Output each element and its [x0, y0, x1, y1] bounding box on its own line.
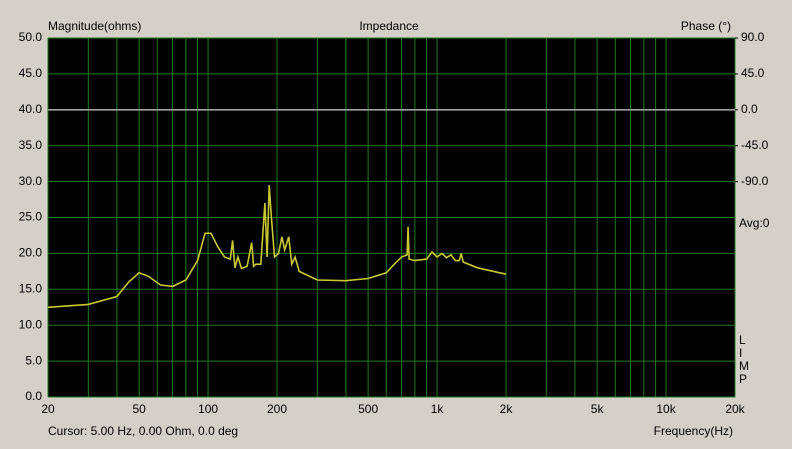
x-tick-label: 20 — [41, 402, 55, 416]
side-letter: P — [739, 372, 747, 386]
x-tick-label: 500 — [358, 402, 378, 416]
y-tick-label: 30.0 — [19, 174, 43, 188]
y-tick-label: 35.0 — [19, 138, 43, 152]
x-axis-label: Frequency(Hz) — [654, 424, 733, 438]
x-tick-label: 100 — [198, 402, 218, 416]
y2-tick-label: 45.0 — [741, 66, 765, 80]
avg-label: Avg:0 — [739, 216, 770, 230]
y-axis-label: Magnitude(ohms) — [48, 19, 141, 33]
x-tick-label: 1k — [431, 402, 445, 416]
x-tick-label: 20k — [725, 402, 745, 416]
chart-title: Impedance — [359, 19, 419, 33]
x-tick-label: 2k — [500, 402, 514, 416]
y2-tick-label: 0.0 — [741, 102, 758, 116]
cursor-readout: Cursor: 5.00 Hz, 0.00 Ohm, 0.0 deg — [48, 424, 238, 438]
y-tick-label: 5.0 — [25, 353, 42, 367]
side-letter: I — [739, 346, 742, 360]
y2-tick-label: -90.0 — [741, 174, 769, 188]
side-letter: L — [739, 333, 746, 347]
x-tick-label: 200 — [267, 402, 287, 416]
y-tick-label: 40.0 — [19, 102, 43, 116]
y-tick-label: 50.0 — [19, 30, 43, 44]
y2-tick-label: 90.0 — [741, 30, 765, 44]
x-tick-label: 5k — [591, 402, 605, 416]
side-letter: M — [739, 359, 749, 373]
y-tick-label: 0.0 — [25, 389, 42, 403]
y-tick-label: 20.0 — [19, 246, 43, 260]
x-tick-label: 50 — [132, 402, 146, 416]
y-tick-label: 25.0 — [19, 210, 43, 224]
y2-axis-label: Phase (°) — [681, 19, 731, 33]
y2-tick-label: -45.0 — [741, 138, 769, 152]
x-tick-label: 10k — [656, 402, 676, 416]
y-tick-label: 45.0 — [19, 66, 43, 80]
series-line — [47, 185, 507, 309]
y-tick-label: 10.0 — [19, 317, 43, 331]
y-tick-label: 15.0 — [19, 281, 43, 295]
